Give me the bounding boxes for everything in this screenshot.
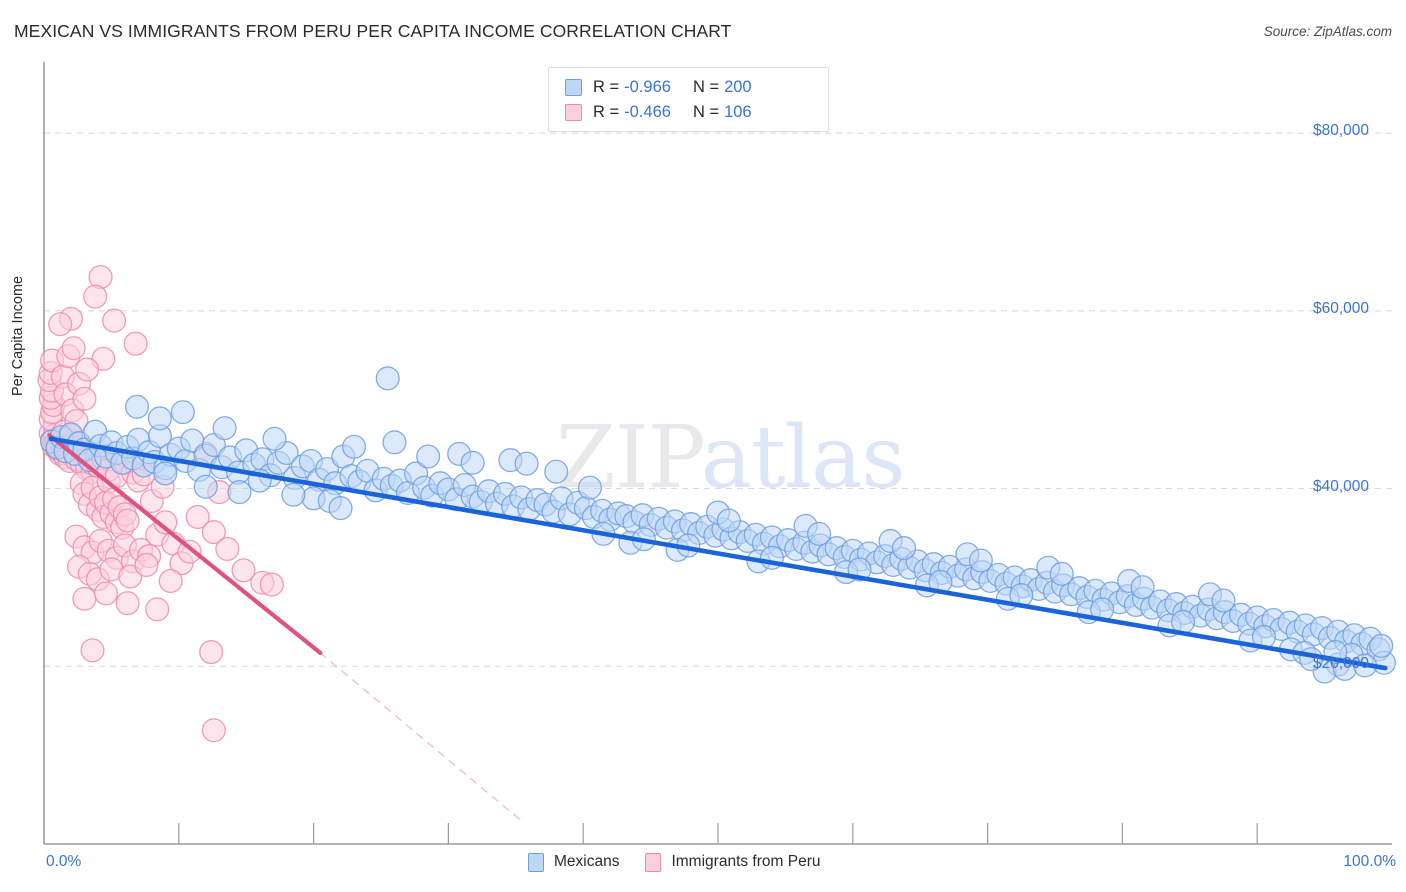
legend-swatch-mexicans <box>565 79 582 96</box>
page-title: MEXICAN VS IMMIGRANTS FROM PERU PER CAPI… <box>14 21 732 41</box>
scatter-points-peru <box>37 264 284 743</box>
correlation-stats-legend: R = -0.966 N = 200 R = -0.466 N = 106 <box>548 67 829 132</box>
r-label-mexicans: R = <box>593 78 620 96</box>
legend-swatch-peru <box>565 104 582 121</box>
y-tick-label: $60,000 <box>1313 299 1370 317</box>
n-label-mexicans: N = <box>692 78 720 96</box>
series-label-peru: Immigrants from Peru <box>671 853 821 870</box>
n-value-peru: 106 <box>724 103 752 121</box>
r-value-peru: -0.466 <box>624 103 671 121</box>
series-legend: Mexicans Immigrants from Peru <box>528 850 846 874</box>
r-label-peru: R = <box>593 103 620 121</box>
y-tick-label: $40,000 <box>1313 477 1370 495</box>
x-axis-max-label: 100.0% <box>1343 853 1396 870</box>
series-swatch-mexicans <box>528 852 544 872</box>
trend-lines <box>47 433 1388 823</box>
scatter-points-mexicans <box>40 366 1396 684</box>
series-label-mexicans: Mexicans <box>554 853 620 870</box>
series-legend-item-peru[interactable]: Immigrants from Peru <box>645 852 821 872</box>
x-axis-ticks <box>178 823 1258 844</box>
stat-row-mexicans: R = -0.966 N = 200 <box>565 75 828 100</box>
y-tick-label: $80,000 <box>1313 122 1370 140</box>
r-value-mexicans: -0.966 <box>624 78 671 96</box>
stat-row-peru: R = -0.466 N = 106 <box>565 100 828 125</box>
x-axis-min-label: 0.0% <box>46 853 82 870</box>
y-tick-label: $20,000 <box>1313 655 1370 673</box>
series-swatch-peru <box>645 852 662 872</box>
n-label-peru: N = <box>692 103 720 121</box>
n-value-mexicans: 200 <box>724 78 752 96</box>
series-legend-item-mexicans[interactable]: Mexicans <box>528 852 620 872</box>
gridlines <box>44 132 1392 667</box>
source-attribution: Source: ZipAtlas.com <box>1263 24 1392 39</box>
